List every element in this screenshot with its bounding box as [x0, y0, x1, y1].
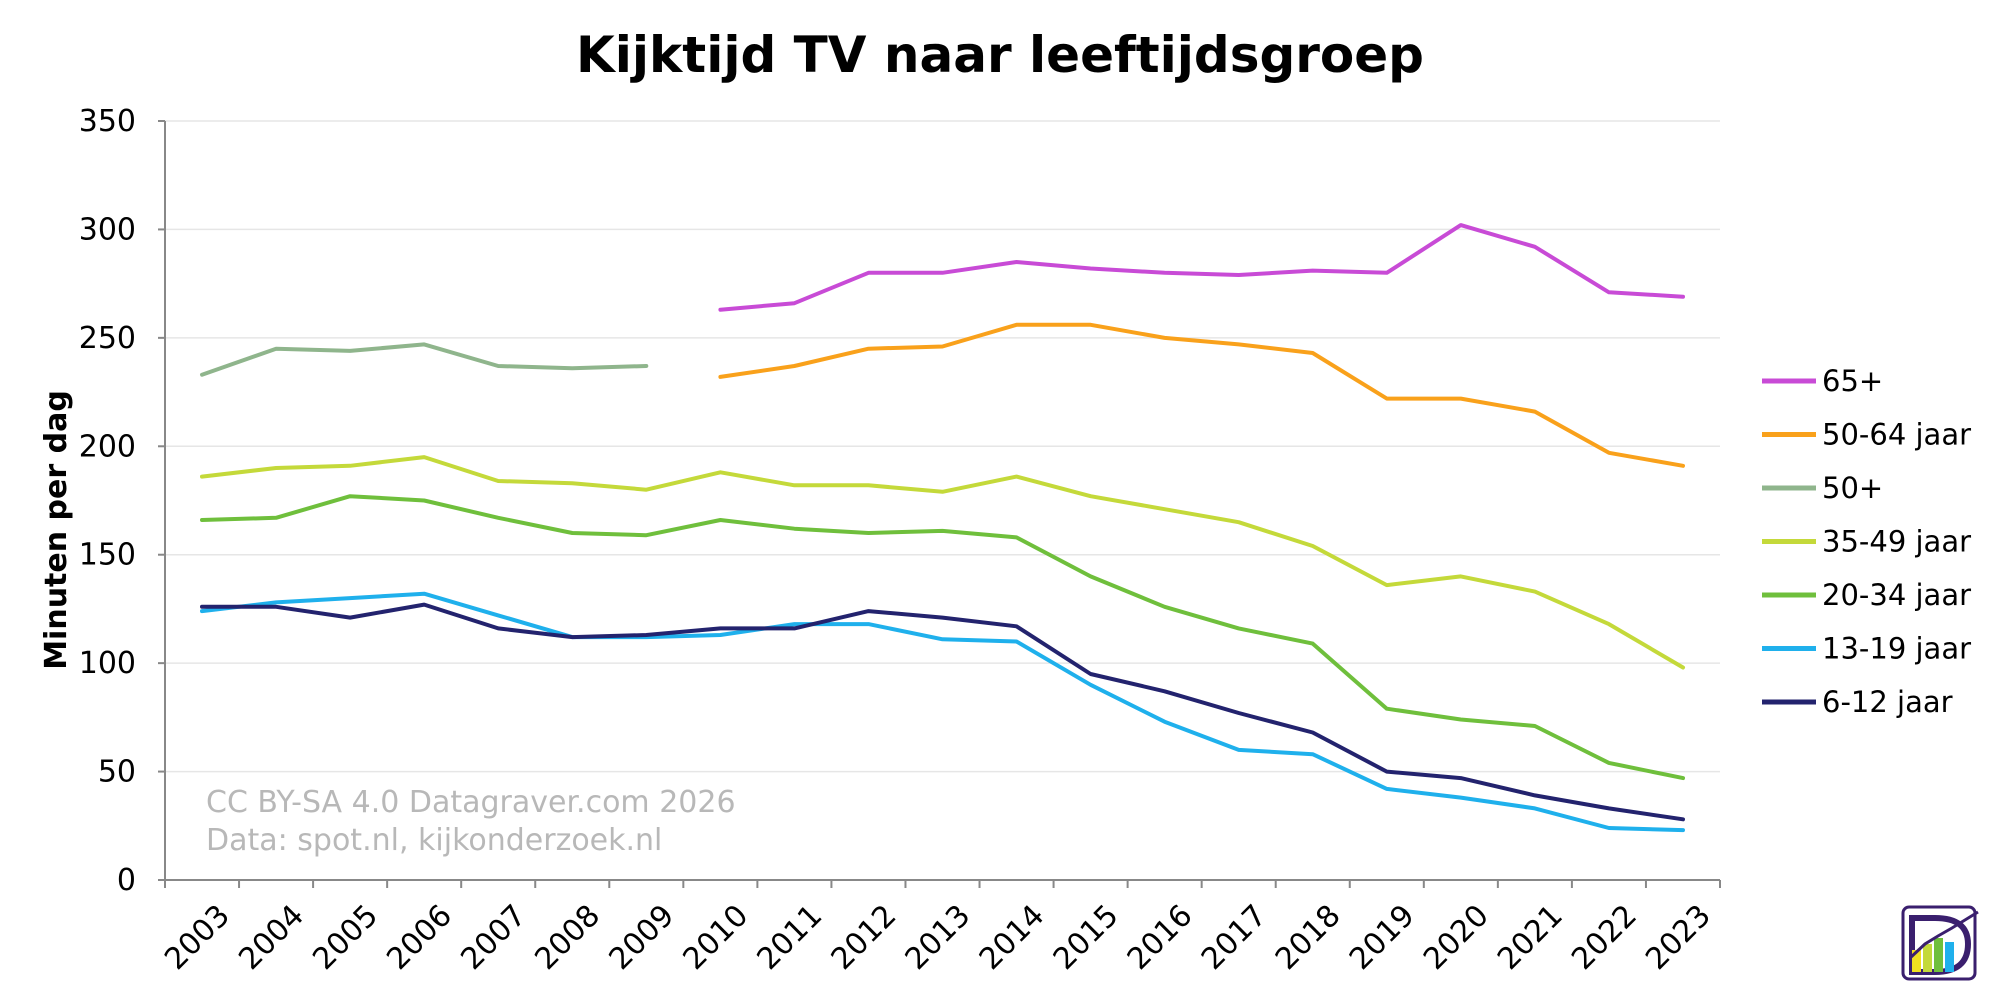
series-line-20-34-jaar-0	[200, 494, 1685, 781]
axes	[158, 120, 1721, 888]
series-line-35-49-jaar-0	[200, 455, 1685, 670]
y-tick-label-100: 100	[79, 646, 136, 681]
logo-bar-lime	[1923, 944, 1932, 972]
logo-bar-yellow	[1912, 950, 1921, 972]
y-tick-label-300: 300	[79, 212, 136, 247]
y-tick-label-0: 0	[117, 863, 136, 898]
legend: 65+ 50-64 jaar 50+ 35-49 jaar 20-34 jaar 13-1…	[1762, 364, 1971, 719]
y-axis-label: Minuten per dag	[39, 390, 74, 670]
legend-label-50-64-jaar: 50-64 jaar	[1822, 418, 1971, 452]
legend-label-35-49-jaar: 35-49 jaar	[1822, 525, 1971, 559]
chart-title: Kijktijd TV naar leeftijdsgroep	[576, 26, 1424, 84]
legend-label-20-34-jaar: 20-34 jaar	[1822, 578, 1971, 612]
legend-label-13-19-jaar: 13-19 jaar	[1822, 632, 1971, 666]
y-tick-label-200: 200	[79, 429, 136, 464]
series-line-65--0	[718, 223, 1685, 312]
legend-label-65-: 65+	[1822, 364, 1883, 398]
series-lines	[200, 223, 1685, 833]
y-tick-label-50: 50	[98, 755, 136, 790]
y-tick-label-150: 150	[79, 538, 136, 573]
y-tick-label-350: 350	[79, 104, 136, 139]
y-tick-label-250: 250	[79, 321, 136, 356]
credit-license: CC BY-SA 4.0 Datagraver.com 2026	[206, 785, 736, 820]
y-tick-labels: 0 50 100 150 200 250 300 350	[79, 104, 136, 898]
datagraver-logo	[1901, 905, 1979, 981]
series-line-50-64-jaar-0	[718, 322, 1685, 468]
gridlines	[165, 120, 1720, 773]
logo-trend-line	[1908, 910, 1979, 960]
credit-source: Data: spot.nl, kijkonderzoek.nl	[206, 823, 662, 858]
series-line-50--0	[200, 342, 649, 377]
legend-label-50-: 50+	[1822, 471, 1883, 505]
legend-label-6-12-jaar: 6-12 jaar	[1822, 685, 1953, 719]
series-line-13-19-jaar-0	[200, 591, 1685, 833]
logo-bar-blue	[1945, 942, 1954, 972]
logo-bar-green	[1934, 938, 1943, 972]
series-line-6-12-jaar-0	[200, 602, 1685, 822]
